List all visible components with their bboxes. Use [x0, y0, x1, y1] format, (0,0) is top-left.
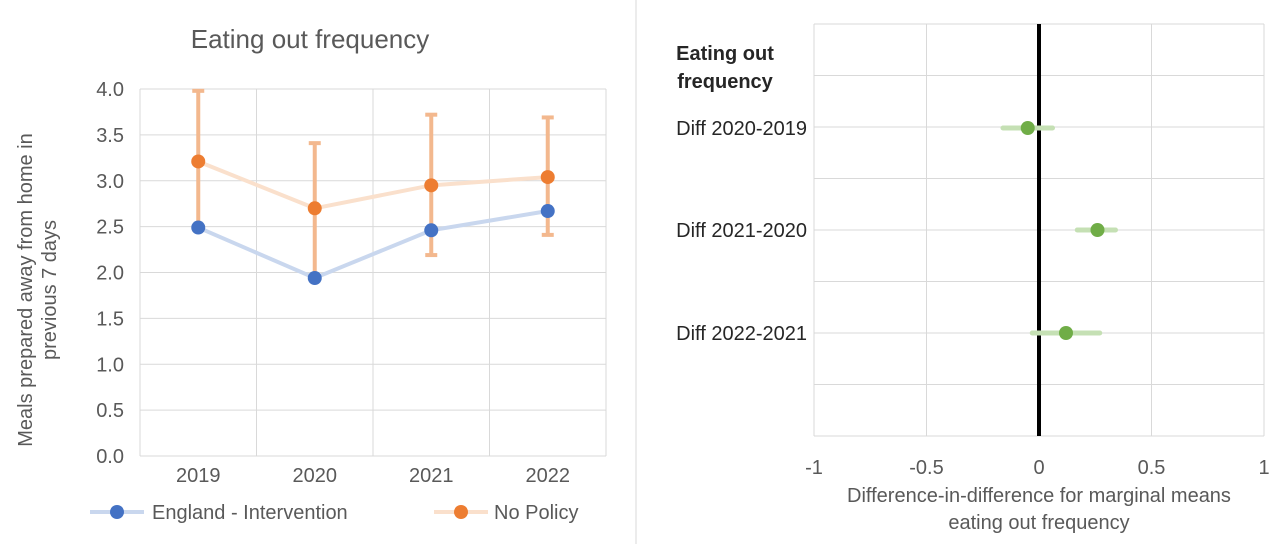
gridlines: [139, 88, 607, 457]
forest-title: Eating out frequency: [676, 43, 774, 93]
x-tick-label: -0.5: [909, 457, 943, 479]
y-tick-label: 2.5: [96, 217, 124, 239]
eating-out-line-chart: Eating out frequency 0.0 0.5 1.0 1.5 2.0 2.5 3…: [15, 24, 607, 524]
intervention-point: [191, 220, 206, 235]
x-tick-label: 2019: [176, 465, 221, 487]
no-policy-point: [307, 201, 322, 216]
y-tick-label: 0.0: [96, 446, 124, 468]
series-marks: [191, 88, 555, 286]
legend-swatch-marker: [454, 505, 468, 519]
estimate-point: [1059, 326, 1073, 340]
no-policy-line: [197, 159, 548, 211]
category-label: Diff 2020-2019: [676, 118, 807, 140]
no-policy-point: [540, 170, 555, 185]
estimate-marks: [1000, 24, 1118, 436]
forest-title-line: Eating out: [676, 43, 774, 65]
category-label: Diff 2022-2021: [676, 323, 807, 345]
no-policy-point: [191, 154, 206, 169]
x-tick-labels: 2019 2020 2021 2022: [176, 465, 570, 487]
intervention-line: [197, 209, 549, 281]
intervention-point: [540, 204, 555, 219]
x-axis-label-line: eating out frequency: [948, 512, 1129, 534]
intervention-point: [307, 271, 322, 286]
category-labels: Diff 2020-2019 Diff 2021-2020 Diff 2022-20…: [676, 118, 807, 345]
x-tick-label: -1: [805, 457, 823, 479]
x-tick-label: 2021: [409, 465, 454, 487]
x-tick-label: 0: [1033, 457, 1044, 479]
y-axis-label-line: previous 7 days: [39, 220, 61, 360]
y-tick-label: 3.0: [96, 171, 124, 193]
legend-swatch-marker: [110, 505, 124, 519]
forest-title-line: frequency: [677, 71, 773, 93]
y-tick-label: 0.5: [96, 400, 124, 422]
legend: England - Intervention No Policy: [90, 502, 578, 524]
x-tick-label: 2022: [526, 465, 571, 487]
chart-title: Eating out frequency: [191, 24, 430, 54]
y-tick-labels: 0.0 0.5 1.0 1.5 2.0 2.5 3.0 3.5 4.0: [96, 79, 124, 468]
y-tick-label: 4.0: [96, 79, 124, 101]
category-label: Diff 2021-2020: [676, 220, 807, 242]
x-tick-label: 1: [1258, 457, 1269, 479]
y-tick-label: 1.0: [96, 354, 124, 376]
legend-label: No Policy: [494, 502, 578, 524]
y-tick-label: 1.5: [96, 308, 124, 330]
y-tick-label: 2.0: [96, 263, 124, 285]
x-axis-label: Difference-in-difference for marginal me…: [847, 485, 1231, 534]
y-tick-label: 3.5: [96, 125, 124, 147]
x-tick-label: 0.5: [1138, 457, 1166, 479]
estimate-point: [1020, 121, 1035, 135]
estimate-point: [1090, 223, 1105, 237]
x-axis-label-line: Difference-in-difference for marginal me…: [847, 485, 1231, 507]
intervention-point: [424, 223, 439, 238]
x-tick-label: 2020: [293, 465, 338, 487]
legend-label: England - Intervention: [152, 502, 348, 524]
x-tick-labels: -1 -0.5 0 0.5 1: [805, 457, 1269, 479]
no-policy-point: [424, 178, 439, 193]
y-axis-label-line: Meals prepared away from home in: [15, 133, 37, 446]
y-axis-label: Meals prepared away from home in previous…: [15, 133, 61, 446]
